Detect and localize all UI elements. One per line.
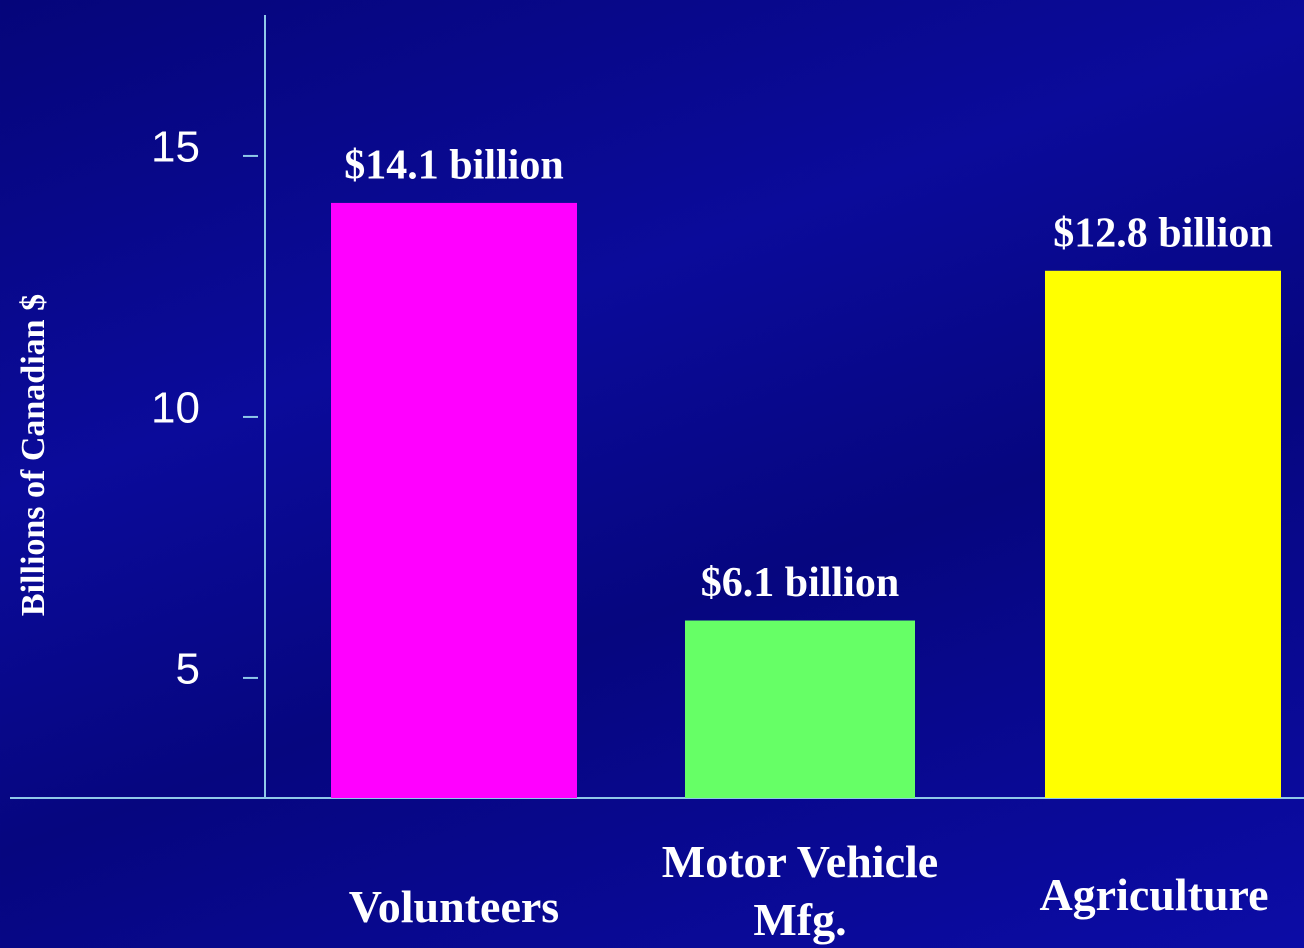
x-tick-label: Motor Vehicle Mfg. — [661, 836, 939, 945]
x-tick-label: Agriculture — [1039, 869, 1269, 920]
value-label: $12.8 billion — [1053, 210, 1272, 256]
y-tick-label: 15 — [151, 123, 200, 172]
bar — [1045, 270, 1281, 798]
value-label: $14.1 billion — [344, 143, 563, 189]
y-tick-label: 5 — [176, 645, 200, 694]
bar — [685, 620, 915, 798]
y-axis-label: Billions of Canadian $ — [15, 294, 52, 616]
bar — [331, 202, 577, 799]
x-tick-label: Volunteers — [348, 881, 560, 932]
value-label: $6.1 billion — [701, 560, 899, 606]
y-tick-label: 10 — [151, 384, 200, 433]
